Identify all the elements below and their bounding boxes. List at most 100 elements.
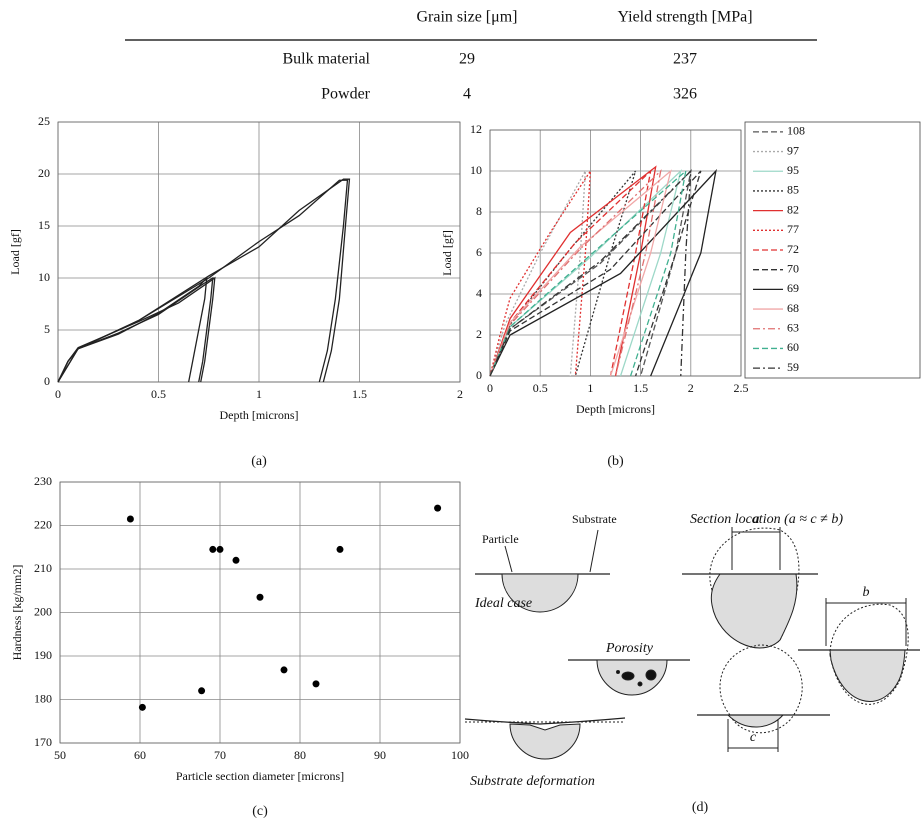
panel-caption: (c) bbox=[252, 804, 268, 819]
data-line bbox=[489, 169, 692, 377]
table-header: Yield strength [MPa] bbox=[617, 9, 752, 26]
y-tick-label: 15 bbox=[38, 218, 50, 232]
table-cell: 326 bbox=[673, 86, 697, 103]
y-tick-label: 2 bbox=[476, 327, 482, 341]
legend-label: 72 bbox=[787, 242, 799, 256]
data-line bbox=[57, 179, 349, 383]
data-line bbox=[489, 169, 692, 377]
x-tick-label: 2.5 bbox=[734, 381, 749, 395]
y-tick-label: 20 bbox=[38, 166, 50, 180]
data-line bbox=[489, 168, 592, 377]
legend-label: 95 bbox=[787, 163, 799, 177]
particle-shape bbox=[726, 714, 785, 728]
x-tick-label: 1 bbox=[256, 387, 262, 401]
y-axis-title: Load [gf] bbox=[440, 230, 454, 276]
plot-frame bbox=[59, 481, 461, 744]
legend-label: 77 bbox=[787, 222, 799, 236]
substrate-line bbox=[464, 717, 626, 725]
y-tick-label: 25 bbox=[38, 114, 50, 128]
x-tick-label: 80 bbox=[294, 748, 306, 762]
data-line bbox=[489, 168, 717, 377]
legend-label: 68 bbox=[787, 301, 799, 315]
y-tick-label: 220 bbox=[34, 517, 52, 531]
particle-shape bbox=[710, 573, 798, 649]
data-line bbox=[489, 169, 687, 377]
diagram bbox=[464, 527, 920, 760]
y-tick-label: 10 bbox=[470, 163, 482, 177]
particle-shape bbox=[509, 723, 581, 760]
x-tick-label: 1.5 bbox=[352, 387, 367, 401]
legend-label: 69 bbox=[787, 281, 799, 295]
data-point bbox=[232, 556, 240, 564]
y-tick-label: 170 bbox=[34, 735, 52, 749]
table-cell: 4 bbox=[463, 86, 471, 103]
x-axis-title: Particle section diameter [microns] bbox=[176, 769, 344, 783]
y-tick-label: 230 bbox=[34, 474, 52, 488]
pore bbox=[637, 681, 643, 687]
data-point bbox=[256, 593, 264, 601]
y-tick-label: 4 bbox=[476, 286, 482, 300]
x-tick-label: 1 bbox=[587, 381, 593, 395]
x-tick-label: 70 bbox=[214, 748, 226, 762]
label: Particle bbox=[482, 532, 519, 546]
arrow bbox=[589, 529, 599, 573]
x-tick-label: 2 bbox=[457, 387, 463, 401]
y-tick-label: 200 bbox=[34, 604, 52, 618]
y-axis-title: Load [gf] bbox=[8, 229, 22, 275]
data-line bbox=[489, 165, 657, 377]
legend-label: 108 bbox=[787, 124, 805, 138]
legend-label: 97 bbox=[787, 143, 799, 157]
legend-label: 82 bbox=[787, 202, 799, 216]
label: Substrate bbox=[572, 512, 617, 526]
data-point bbox=[216, 545, 224, 553]
y-tick-label: 0 bbox=[44, 374, 50, 388]
y-tick-label: 10 bbox=[38, 270, 50, 284]
table: Grain size [μm] Yield strength [MPa] Bul… bbox=[125, 9, 817, 103]
x-tick-label: 60 bbox=[134, 748, 146, 762]
y-tick-label: 190 bbox=[34, 648, 52, 662]
pore bbox=[621, 671, 635, 681]
legend-label: 60 bbox=[787, 340, 799, 354]
data-point bbox=[198, 687, 206, 695]
y-tick-label: 180 bbox=[34, 691, 52, 705]
x-tick-label: 0.5 bbox=[533, 381, 548, 395]
label: Section location (a ≈ c ≠ b) bbox=[690, 512, 843, 527]
pore bbox=[616, 670, 620, 674]
y-tick-label: 0 bbox=[476, 368, 482, 382]
data-point bbox=[336, 545, 344, 553]
x-axis-title: Depth [microns] bbox=[576, 402, 655, 416]
y-tick-label: 6 bbox=[476, 245, 482, 259]
dimension-label: b bbox=[863, 585, 870, 600]
x-tick-label: 1.5 bbox=[633, 381, 648, 395]
data-point bbox=[126, 515, 134, 523]
x-tick-label: 0 bbox=[55, 387, 61, 401]
x-tick-label: 0 bbox=[487, 381, 493, 395]
y-tick-label: 210 bbox=[34, 561, 52, 575]
legend-label: 70 bbox=[787, 261, 799, 275]
label: Substrate deformation bbox=[470, 774, 595, 789]
panel-caption: (d) bbox=[692, 800, 709, 815]
table-cell: 237 bbox=[673, 51, 697, 68]
data-line bbox=[57, 178, 351, 383]
pore bbox=[645, 669, 657, 681]
label: Porosity bbox=[605, 641, 654, 656]
label: Ideal case bbox=[474, 596, 532, 611]
data-point bbox=[312, 680, 320, 688]
data-line bbox=[489, 170, 587, 377]
legend-label: 59 bbox=[787, 360, 799, 374]
legend-label: 63 bbox=[787, 321, 799, 335]
table-header: Grain size [μm] bbox=[417, 9, 518, 26]
dimension-label: a bbox=[753, 512, 760, 527]
x-tick-label: 2 bbox=[688, 381, 694, 395]
y-tick-label: 5 bbox=[44, 322, 50, 336]
data-point bbox=[434, 504, 442, 512]
y-tick-label: 8 bbox=[476, 204, 482, 218]
plot-frame bbox=[57, 121, 461, 383]
row-label: Powder bbox=[321, 86, 371, 103]
x-tick-label: 50 bbox=[54, 748, 66, 762]
data-point bbox=[138, 703, 146, 711]
x-tick-label: 0.5 bbox=[151, 387, 166, 401]
table-cell: 29 bbox=[459, 51, 475, 68]
particle-outline bbox=[829, 603, 909, 705]
